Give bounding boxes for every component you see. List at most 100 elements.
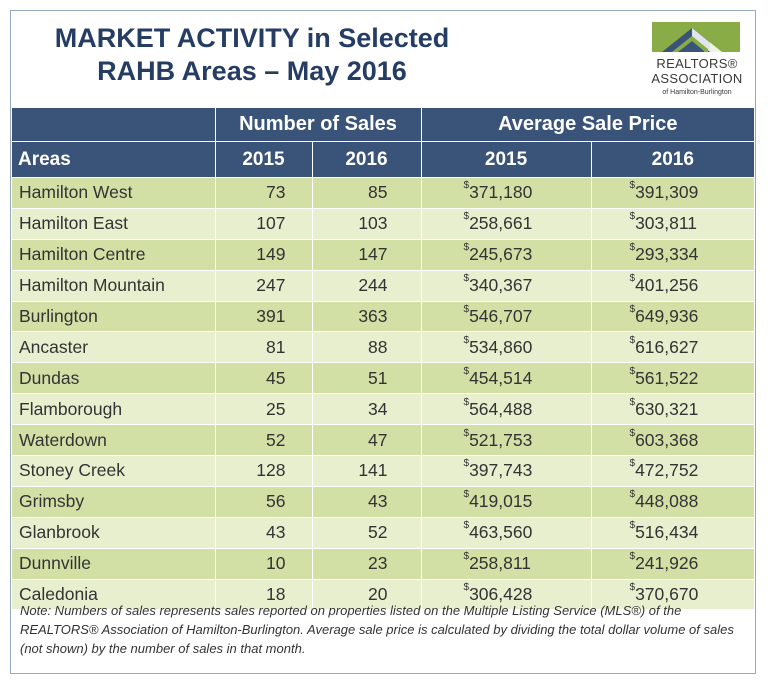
table-row: Hamilton West 73 85 $371,180 $391,309 [12, 177, 755, 209]
sales-2015-cell: 107 [215, 208, 313, 240]
currency-symbol: $ [629, 242, 636, 254]
price-2015-cell: $371,180 [421, 177, 592, 209]
sales-2016-cell: 244 [312, 270, 422, 302]
sales-2016-cell: 363 [312, 301, 422, 333]
price-2016-cell: $401,256 [591, 270, 755, 302]
currency-symbol: $ [463, 304, 470, 315]
sales-2016-cell: 103 [312, 208, 422, 240]
currency-symbol: $ [463, 180, 470, 192]
price-2016-cell-value: 630,321 [635, 398, 699, 419]
sales-2015-cell: 52 [215, 424, 313, 457]
sales-2016-cell: 23 [312, 548, 422, 580]
realtors-association-logo: REALTORS® ASSOCIATION of Hamilton-Burlin… [650, 22, 744, 102]
table-row: Dundas 45 51 $454,514 $561,522 [12, 362, 755, 395]
sales-2016-cell: 52 [312, 517, 422, 549]
currency-symbol: $ [463, 242, 470, 254]
column-header-sales-2016: 2016 [312, 141, 422, 178]
column-header-sales-2015: 2015 [215, 141, 313, 178]
price-2016-cell: $448,088 [591, 486, 755, 518]
sales-2016-cell: 20 [312, 579, 422, 611]
sales-2016-cell: 47 [312, 424, 422, 457]
price-2016-cell: $293,334 [591, 239, 755, 271]
sales-2015-cell: 25 [215, 393, 313, 426]
currency-symbol: $ [629, 334, 636, 346]
price-2016-cell-value: 401,256 [635, 275, 699, 296]
currency-symbol: $ [629, 582, 636, 594]
column-header-row: Areas 2015 2016 2015 2016 [12, 141, 755, 178]
price-2015-cell-value: 546,707 [469, 306, 533, 326]
logo-text-realtors: REALTORS® [656, 56, 738, 71]
area-name-cell: Hamilton Mountain [12, 270, 216, 302]
price-2015-cell: $340,367 [421, 270, 592, 302]
price-2015-cell: $397,743 [421, 455, 592, 487]
price-2015-cell-value: 534,860 [469, 336, 533, 357]
currency-symbol: $ [463, 489, 470, 501]
area-name-cell: Ancaster [12, 331, 216, 364]
table-row: Burlington 391 363 $546,707 $649,936 [12, 301, 755, 333]
price-2016-cell: $616,627 [591, 331, 755, 364]
sales-2015-cell: 73 [215, 177, 313, 209]
column-header-price-2015: 2015 [421, 141, 592, 178]
table-row: Hamilton East 107 103 $258,661 $303,811 [12, 208, 755, 240]
price-2015-cell-value: 340,367 [469, 275, 533, 296]
currency-symbol: $ [629, 489, 636, 501]
sales-2016-cell: 85 [312, 177, 422, 209]
price-2015-cell: $546,707 [421, 301, 592, 333]
group-header-average-sale-price: Average Sale Price [421, 108, 755, 142]
sales-2016-cell: 141 [312, 455, 422, 487]
page-title: MARKET ACTIVITY in Selected RAHB Areas –… [12, 22, 492, 88]
table-row: Waterdown 52 47 $521,753 $603,368 [12, 424, 755, 457]
price-2015-cell: $564,488 [421, 393, 592, 426]
area-name-cell: Stoney Creek [12, 455, 216, 487]
table-row: Hamilton Centre 149 147 $245,673 $293,334 [12, 239, 755, 271]
price-2016-cell: $649,936 [591, 301, 755, 333]
price-2015-cell-value: 245,673 [469, 244, 533, 265]
price-2015-cell: $306,428 [421, 579, 592, 611]
currency-symbol: $ [463, 458, 470, 470]
currency-symbol: $ [629, 458, 636, 470]
sales-2015-cell: 10 [215, 548, 313, 580]
house-roof-logo-icon [652, 22, 740, 52]
column-header-price-2016: 2016 [591, 141, 755, 178]
price-2016-cell-value: 303,811 [635, 213, 698, 234]
sales-2015-cell: 56 [215, 486, 313, 518]
currency-symbol: $ [629, 304, 636, 315]
table-row: Caledonia 18 20 $306,428 $370,670 [12, 579, 755, 611]
sales-2015-cell: 128 [215, 455, 313, 487]
logo-text-region: of Hamilton-Burlington [662, 89, 732, 96]
currency-symbol: $ [629, 427, 636, 439]
price-2016-cell: $516,434 [591, 517, 755, 549]
currency-symbol: $ [629, 551, 636, 563]
sales-2016-cell: 34 [312, 393, 422, 426]
price-2016-cell-value: 293,334 [635, 244, 699, 265]
price-2016-cell: $603,368 [591, 424, 755, 457]
area-name-cell: Hamilton East [12, 208, 216, 240]
price-2016-cell: $391,309 [591, 177, 755, 209]
currency-symbol: $ [463, 582, 470, 594]
price-2015-cell-value: 371,180 [469, 182, 533, 203]
price-2015-cell-value: 258,661 [469, 213, 533, 234]
price-2016-cell-value: 448,088 [635, 491, 699, 512]
sales-2016-cell: 88 [312, 331, 422, 364]
table-row: Stoney Creek 128 141 $397,743 $472,752 [12, 455, 755, 487]
price-2016-cell-value: 241,926 [635, 553, 699, 574]
currency-symbol: $ [629, 211, 636, 223]
table-body: Hamilton West 73 85 $371,180 $391,309 Hamilto… [12, 177, 755, 611]
price-2015-cell-value: 521,753 [469, 429, 533, 450]
price-2015-cell-value: 397,743 [469, 460, 533, 481]
sales-2015-cell: 43 [215, 517, 313, 549]
price-2016-cell-value: 561,522 [635, 367, 699, 388]
area-name-cell: Caledonia [12, 579, 216, 611]
price-2016-cell-value: 370,670 [635, 584, 699, 605]
currency-symbol: $ [463, 427, 470, 439]
currency-symbol: $ [629, 396, 636, 408]
sales-2015-cell: 18 [215, 579, 313, 611]
currency-symbol: $ [463, 396, 470, 408]
price-2016-cell: $303,811 [591, 208, 755, 240]
price-2016-cell-value: 616,627 [635, 336, 699, 357]
table-row: Dunnville 10 23 $258,811 $241,926 [12, 548, 755, 580]
currency-symbol: $ [463, 520, 470, 532]
price-2016-cell: $370,670 [591, 579, 755, 611]
logo-text-association: ASSOCIATION [651, 71, 743, 86]
price-2015-cell: $258,811 [421, 548, 592, 580]
